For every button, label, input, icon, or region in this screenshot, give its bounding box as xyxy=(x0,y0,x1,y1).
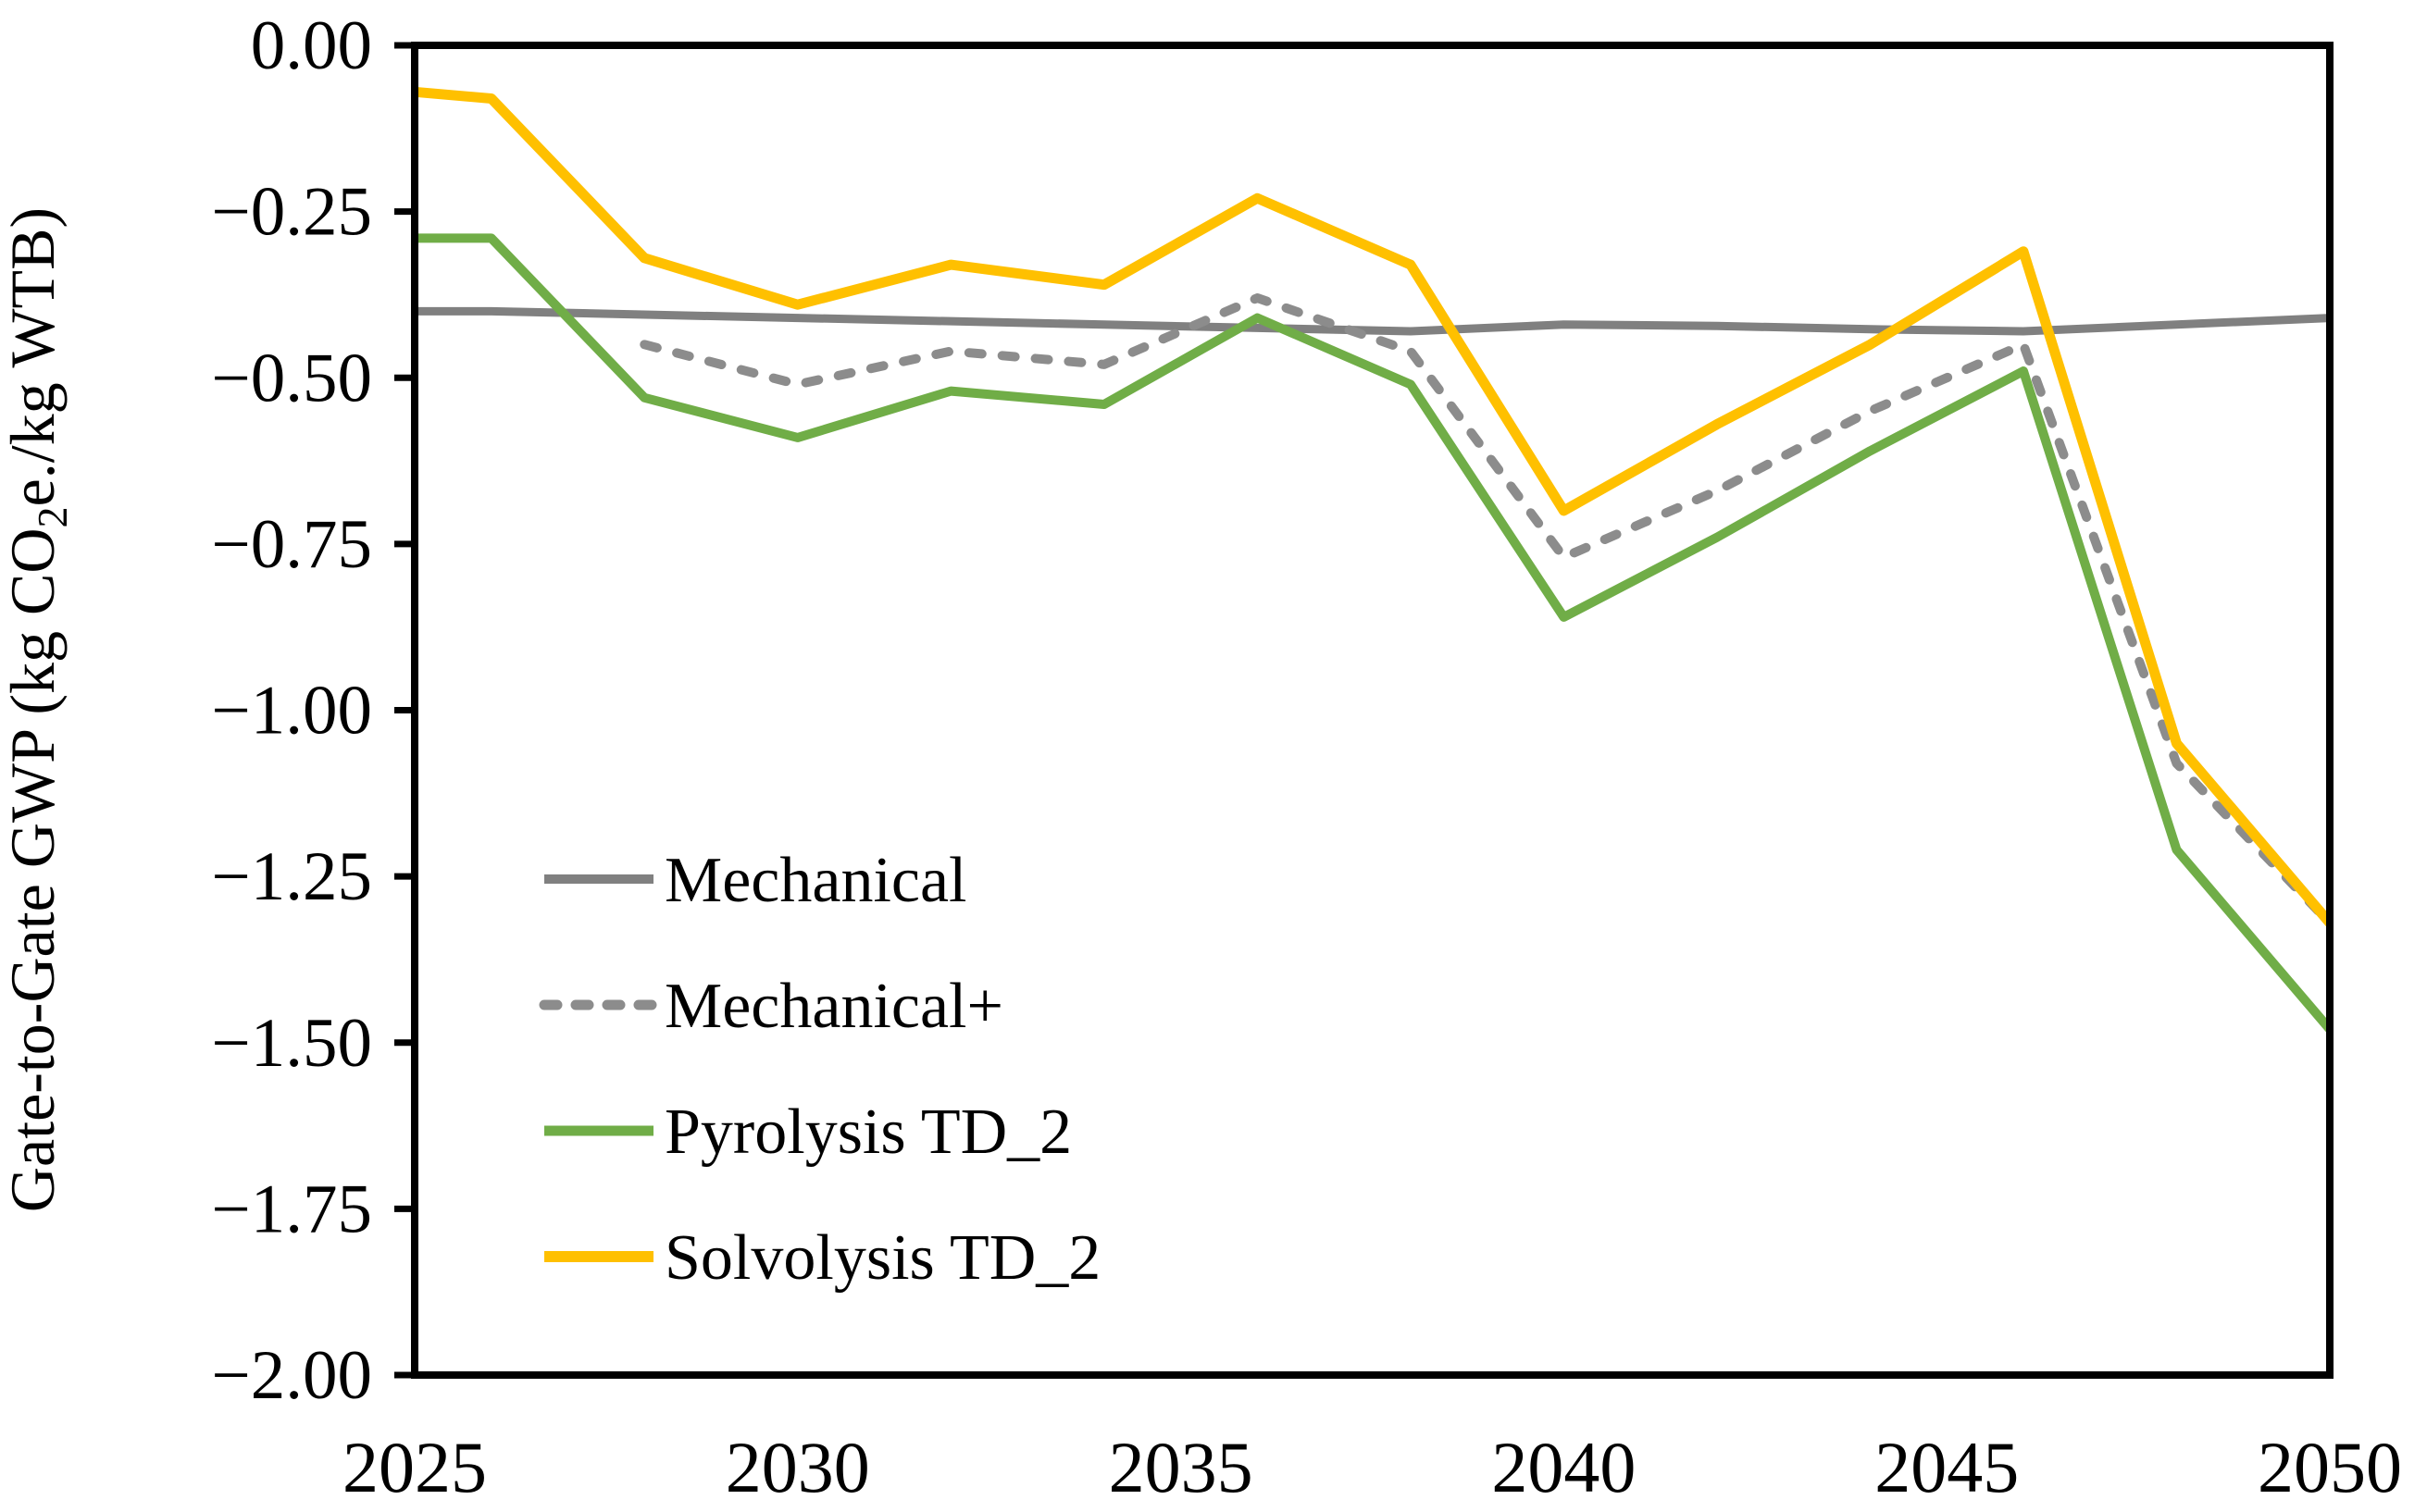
x-tick-label: 2050 xyxy=(2258,1427,2402,1507)
x-tick-label: 2025 xyxy=(342,1427,487,1507)
x-tick-label: 2040 xyxy=(1491,1427,1636,1507)
x-tick-label: 2045 xyxy=(1874,1427,2019,1507)
series-line-solvolysis-td-2 xyxy=(414,86,2334,926)
y-tick-label: −1.25 xyxy=(211,838,372,915)
legend-label-mechanical: Mechanical+ xyxy=(665,971,1003,1042)
legend-label-pyrolysis-td-2: Pyrolysis TD_2 xyxy=(665,1097,1072,1168)
x-tick-label: 2035 xyxy=(1109,1427,1253,1507)
legend-label-solvolysis-td-2: Solvolysis TD_2 xyxy=(665,1222,1101,1294)
y-tick-label: −1.75 xyxy=(211,1171,372,1247)
y-tick-label: −0.50 xyxy=(211,340,372,416)
y-tick-label: 0.00 xyxy=(251,7,372,84)
legend-item-mechanical: Mechanical+ xyxy=(539,971,1003,1042)
series-line-pyrolysis-td-2 xyxy=(415,233,2334,1033)
y-tick-label: −1.50 xyxy=(211,1005,372,1082)
x-tick-label: 2030 xyxy=(726,1427,870,1507)
y-tick-label: −2.00 xyxy=(211,1337,372,1414)
y-tick-label: −1.00 xyxy=(211,673,372,750)
series-line-mechanical xyxy=(640,293,2334,928)
y-tick-label: −0.25 xyxy=(211,174,372,251)
series-line-mechanical xyxy=(415,306,2331,336)
legend-label-mechanical: Mechanical xyxy=(665,845,966,916)
y-axis-title: Gate-to-Gate GWP (kg CO2e./kg WTB) xyxy=(0,207,76,1212)
plot-border xyxy=(411,42,2334,1379)
legend-item-mechanical: Mechanical xyxy=(544,845,966,916)
legend-item-solvolysis-td-2: Solvolysis TD_2 xyxy=(544,1222,1101,1294)
legend-item-pyrolysis-td-2: Pyrolysis TD_2 xyxy=(544,1097,1072,1168)
y-tick-label: −0.75 xyxy=(211,506,372,583)
